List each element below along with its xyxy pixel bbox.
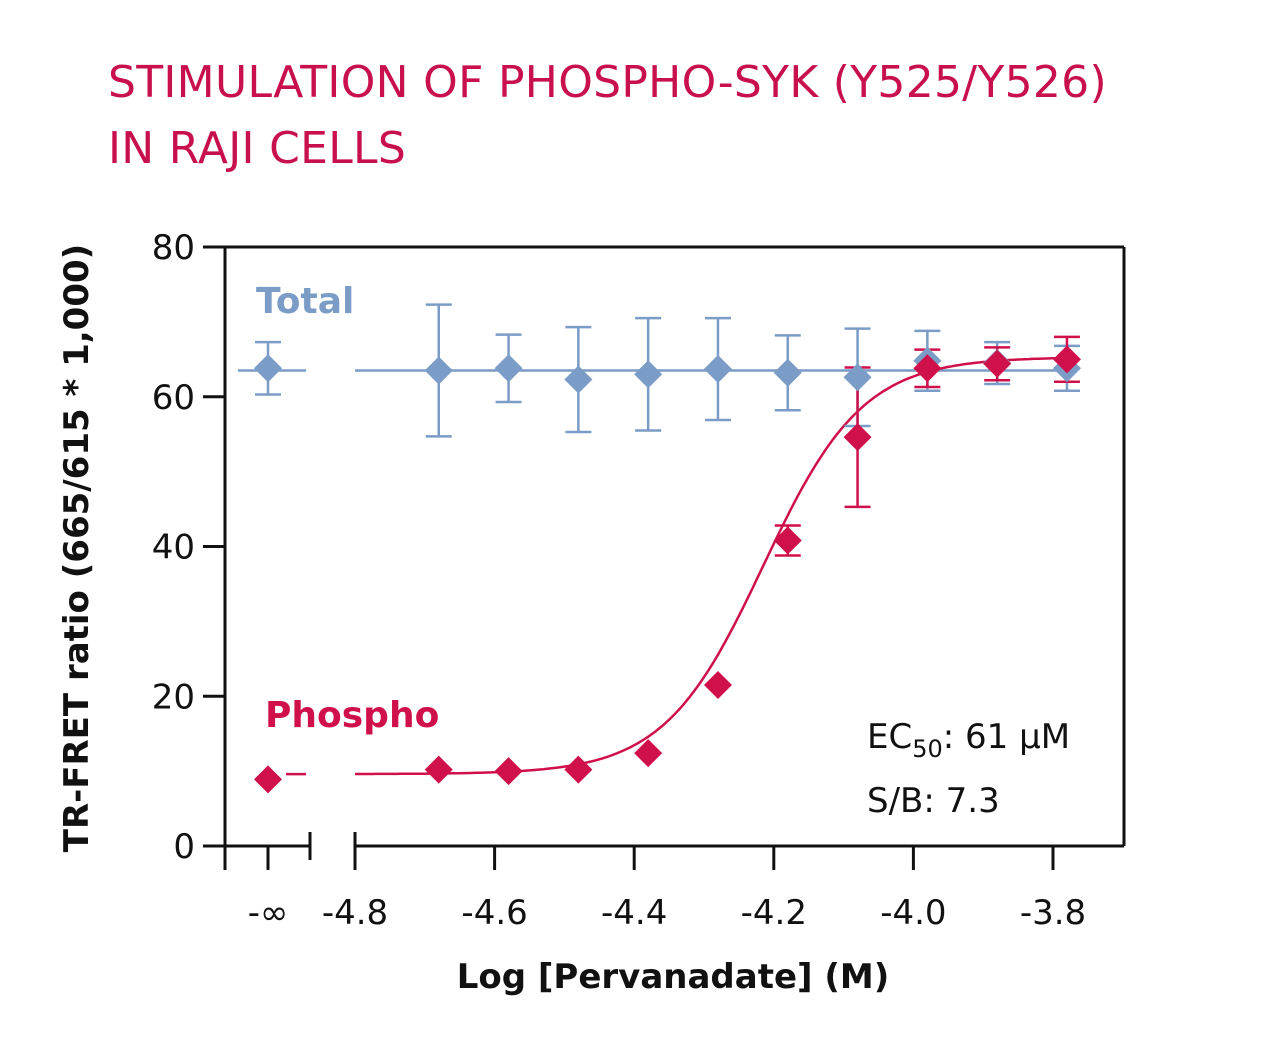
phospho-fit-curve	[355, 356, 1068, 776]
ec50-value: : 61 µM	[943, 717, 1070, 757]
phospho-data-point	[703, 671, 732, 700]
error-bars	[255, 303, 1080, 557]
total-data-point	[843, 363, 872, 392]
phospho-data-point	[983, 349, 1012, 378]
total-data-point	[634, 360, 663, 389]
total-data-point	[773, 358, 802, 387]
x-tick-label: -3.8	[1020, 893, 1086, 933]
x-tick-label: -4.6	[461, 893, 527, 933]
y-tick-label: 40	[152, 528, 195, 568]
y-tick-label: 20	[152, 677, 195, 717]
ec50-annotation: EC50: 61 µM	[867, 717, 1070, 763]
chart-title-line2: IN RAJI CELLS	[108, 123, 407, 174]
legend-total-label: Total	[256, 281, 354, 322]
sb-annotation: S/B: 7.3	[867, 781, 1000, 821]
phospho-data-point	[254, 765, 282, 794]
chart-title: STIMULATION OF PHOSPHO-SYK (Y525/Y526) I…	[108, 50, 1107, 182]
phospho-data-point	[773, 526, 802, 555]
tick-labels: 0 20 40 60 80 -∞ -4.8 -4.6 -4.4 -4.2 -4.0 -3.8	[152, 228, 1086, 933]
y-tick-label: 0	[173, 827, 195, 867]
y-tick-label: 60	[152, 378, 195, 418]
data-points	[254, 345, 1081, 794]
ec50-subscript: 50	[912, 735, 943, 763]
phospho-data-point	[634, 739, 663, 768]
phospho-data-point	[494, 757, 523, 786]
x-axis-title: Log [Pervanadate] (M)	[457, 957, 890, 997]
axes	[223, 245, 1126, 860]
x-tick-label: -4.2	[741, 893, 807, 933]
legend-phospho-label: Phospho	[265, 695, 439, 736]
x-tick-label: -4.8	[322, 893, 388, 933]
y-tick-label: 80	[152, 228, 195, 268]
phospho-data-point	[913, 354, 942, 383]
total-data-point	[494, 354, 523, 383]
total-data-point	[564, 365, 593, 394]
tick-marks	[203, 245, 1055, 870]
x-tick-label: -4.0	[880, 893, 946, 933]
total-data-point	[424, 356, 453, 385]
ec50-prefix: EC	[867, 717, 912, 757]
total-data-point	[703, 355, 732, 384]
x-tick-label: -4.4	[601, 893, 667, 933]
phospho-data-point	[843, 423, 872, 452]
chart-title-line1: STIMULATION OF PHOSPHO-SYK (Y525/Y526)	[108, 57, 1107, 108]
phospho-data-point	[424, 755, 453, 784]
phospho-data-point	[1052, 345, 1081, 374]
y-axis-title: TR-FRET ratio (665/615 * 1,000)	[57, 244, 97, 852]
total-data-point	[254, 354, 282, 383]
phospho-data-point	[564, 755, 593, 784]
x-tick-label-neg-inf: -∞	[248, 893, 289, 933]
